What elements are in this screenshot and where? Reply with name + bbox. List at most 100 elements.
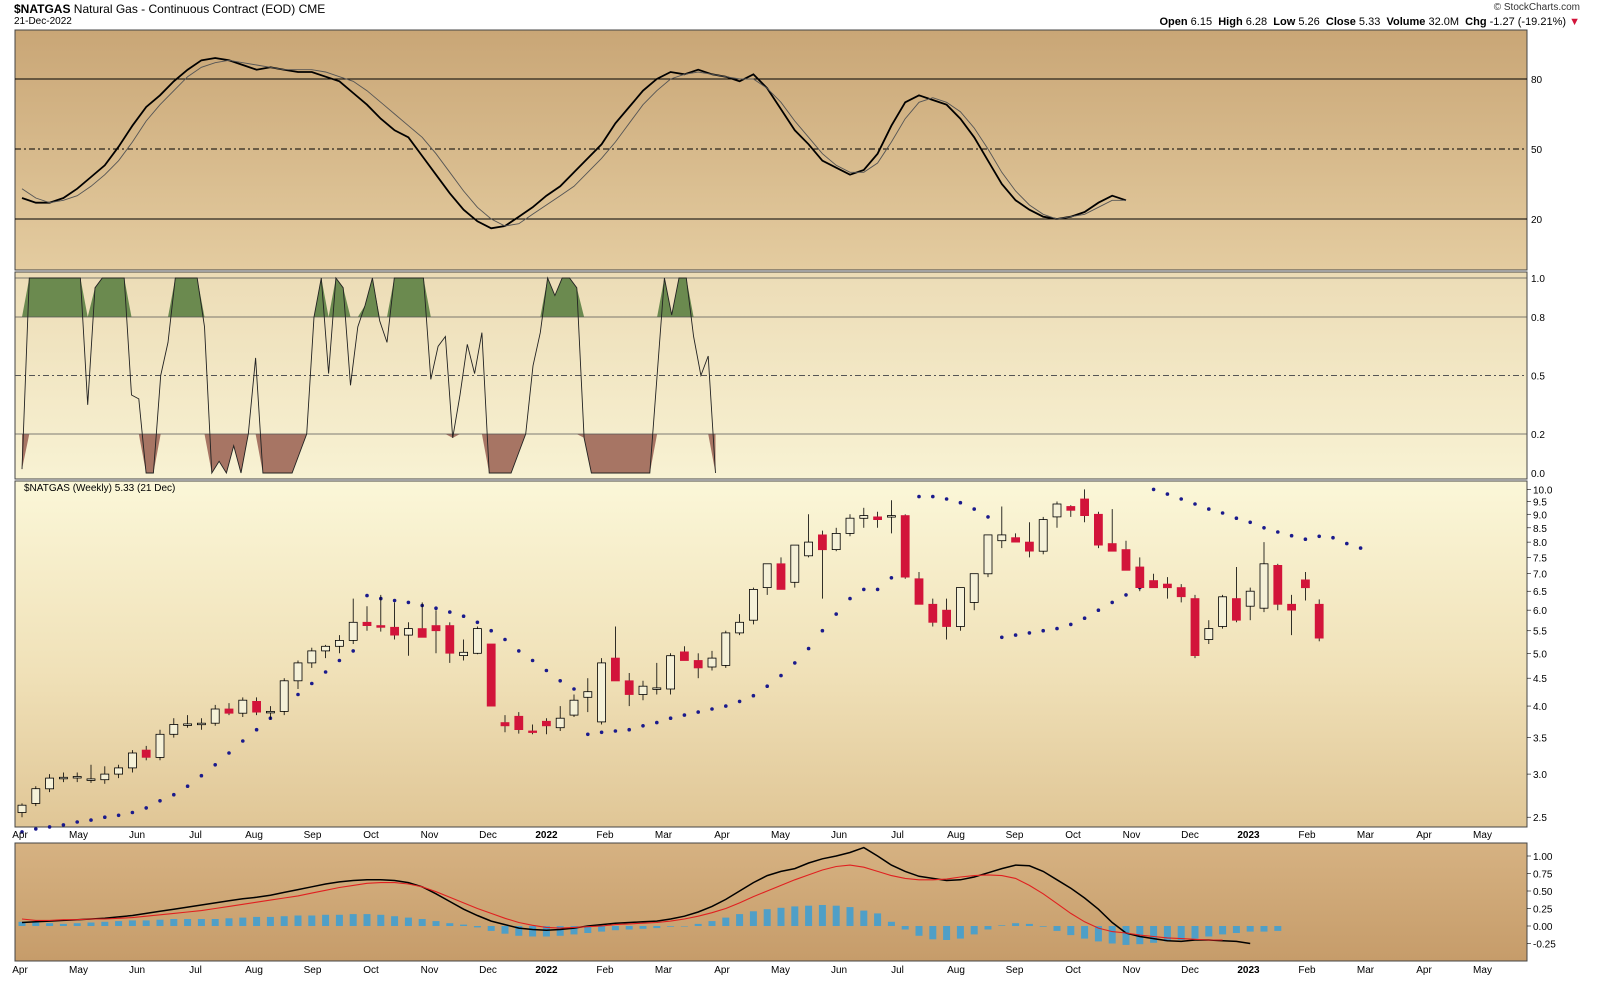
- psar-dot: [1165, 492, 1170, 496]
- macd-histogram-bar: [418, 919, 426, 926]
- psar-dot: [434, 606, 438, 610]
- psar-dot: [572, 687, 576, 691]
- time-tick-label: Aug: [947, 965, 965, 976]
- macd-tick-label: 0.25: [1533, 905, 1553, 916]
- low-value: 5.26: [1298, 16, 1320, 28]
- psar-dot: [461, 614, 466, 618]
- time-tick-label: Sep: [1006, 965, 1024, 976]
- close-value: 5.33: [1358, 16, 1381, 28]
- macd-histogram-bar: [805, 905, 813, 926]
- psar-dot: [1207, 507, 1211, 511]
- macd-histogram-bar: [763, 909, 771, 926]
- oscillator-tick-label: 0.5: [1531, 372, 1545, 383]
- time-tick-label: Dec: [1181, 965, 1199, 976]
- high-value: 6.28: [1245, 16, 1268, 28]
- time-tick-label: Jun: [831, 830, 847, 841]
- candle-body: [1011, 537, 1020, 543]
- psar-dot: [1110, 600, 1114, 605]
- macd-histogram-bar: [791, 906, 799, 926]
- macd-histogram-bar: [1012, 923, 1020, 926]
- macd-histogram-bar: [239, 917, 247, 926]
- macd-histogram-bar: [18, 921, 26, 926]
- macd-tick-label: 0.50: [1533, 887, 1553, 898]
- candle-body: [376, 625, 386, 628]
- macd-histogram-bar: [667, 926, 675, 927]
- macd-histogram-bar: [156, 919, 164, 926]
- macd-histogram-bar: [846, 907, 854, 926]
- macd-tick-label: -0.25: [1533, 940, 1556, 951]
- candle-body: [265, 711, 275, 714]
- time-tick-label: Apr: [714, 830, 730, 841]
- candle-body: [348, 621, 358, 641]
- psar-dot: [310, 681, 314, 686]
- price-tick-label: 8.5: [1533, 524, 1547, 535]
- psar-dot: [958, 500, 963, 505]
- oscillator-tick-label: 0.0: [1531, 469, 1545, 480]
- psar-dot: [116, 813, 121, 818]
- psar-dot: [241, 739, 245, 743]
- time-tick-label: Aug: [947, 830, 965, 841]
- stochastic-tick-label: 50: [1531, 145, 1543, 156]
- time-tick-label: Mar: [1357, 830, 1375, 841]
- candle-body: [293, 662, 303, 682]
- psar-dot: [296, 692, 300, 697]
- macd-histogram-bar: [970, 926, 978, 935]
- candle-body: [1218, 596, 1227, 627]
- macd-histogram-bar: [749, 911, 757, 926]
- macd-histogram-bar: [542, 926, 550, 937]
- psar-dot: [1069, 622, 1073, 627]
- price-tick-label: 4.5: [1533, 674, 1547, 685]
- candle-body: [693, 660, 703, 669]
- time-tick-label: Apr: [714, 965, 730, 976]
- candle-body: [749, 589, 758, 621]
- time-tick-label: 2022: [535, 830, 558, 841]
- macd-histogram-bar: [322, 914, 330, 926]
- candle-body: [859, 515, 869, 519]
- macd-histogram-bar: [253, 916, 261, 926]
- time-tick-label: Mar: [1357, 965, 1375, 976]
- macd-histogram-bar: [446, 923, 454, 926]
- macd-histogram-bar: [943, 926, 951, 940]
- candle-body: [914, 578, 924, 605]
- psar-dot: [737, 699, 742, 704]
- macd-tick-label: 0.00: [1533, 922, 1553, 933]
- macd-histogram-bar: [377, 914, 385, 926]
- psar-dot: [1289, 533, 1294, 538]
- candle-body: [279, 680, 289, 712]
- candle-body: [169, 724, 179, 735]
- psar-dot: [1055, 626, 1059, 631]
- psar-dot: [696, 710, 700, 714]
- time-tick-label: 2023: [1237, 965, 1260, 976]
- macd-histogram-bar: [584, 926, 592, 933]
- macd-histogram-bar: [225, 918, 233, 926]
- psar-dot: [61, 823, 66, 827]
- time-tick-label: Nov: [1123, 830, 1141, 841]
- stochastic-background: [14, 29, 1528, 271]
- macd-histogram-bar: [570, 926, 578, 935]
- time-tick-label: Nov: [421, 965, 439, 976]
- macd-histogram-bar: [294, 915, 302, 926]
- psar-dot: [158, 799, 162, 803]
- psar-dot: [917, 494, 921, 499]
- macd-histogram-bar: [901, 926, 909, 930]
- candle-body: [210, 708, 220, 724]
- macd-signal-line: [21, 864, 1223, 941]
- psar-dot: [986, 515, 990, 519]
- price-tick-label: 9.5: [1533, 497, 1547, 508]
- psar-dot: [848, 596, 852, 601]
- time-tick-label: Jun: [831, 965, 847, 976]
- price-tick-label: 2.5: [1533, 813, 1547, 824]
- macd-histogram-bar: [639, 926, 647, 929]
- candle-body: [1163, 583, 1172, 589]
- psar-dot: [834, 612, 838, 616]
- oversold-fill: [22, 434, 716, 473]
- psar-dot: [710, 707, 714, 711]
- candle-body: [45, 777, 54, 790]
- price-tick-label: 6.0: [1533, 606, 1547, 617]
- macd-histogram-bar: [722, 917, 730, 926]
- candle-body: [956, 587, 965, 627]
- psar-dot: [779, 673, 783, 678]
- candlesticks: [17, 489, 1324, 818]
- candle-body: [845, 517, 855, 534]
- psar-dot: [517, 649, 521, 653]
